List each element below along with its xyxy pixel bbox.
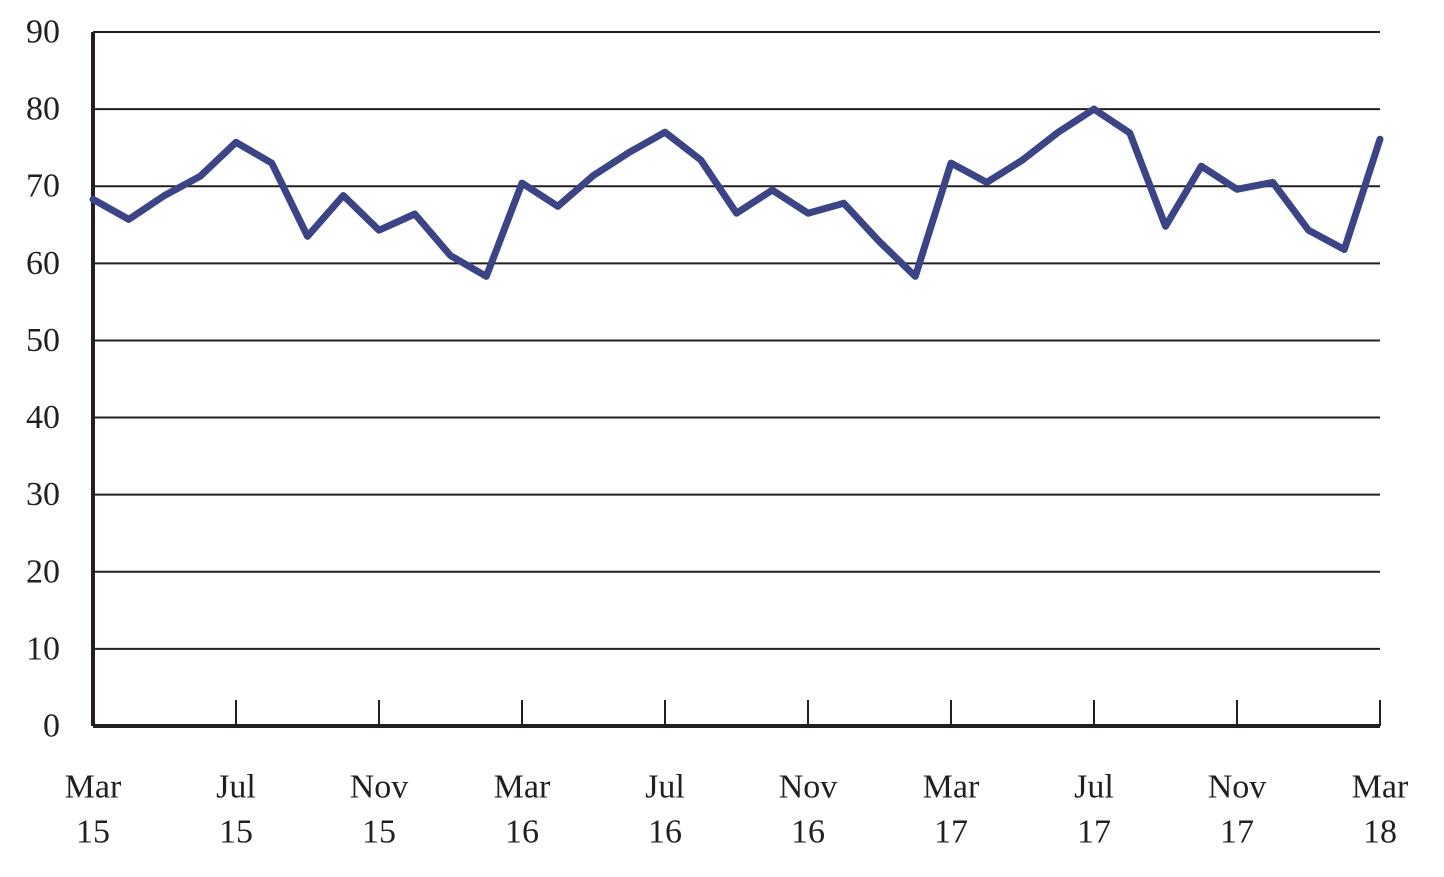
x-tick-label-year: 16 [648, 814, 682, 851]
x-tick-label-month: Mar [65, 769, 122, 806]
x-tick-label-year: 17 [1077, 814, 1111, 851]
x-tick-label-month: Mar [923, 769, 980, 806]
x-tick-label-month: Mar [1352, 769, 1409, 806]
y-tick-label: 60 [26, 245, 60, 282]
x-tick-label-year: 17 [1220, 814, 1254, 851]
x-tick-label-month: Nov [350, 769, 409, 806]
y-tick-label: 50 [26, 322, 60, 359]
x-tick-label-month: Jul [645, 769, 685, 806]
x-tick-label-year: 18 [1363, 814, 1397, 851]
x-tick-label-year: 15 [362, 814, 396, 851]
gridlines [93, 31, 1380, 650]
y-tick-label: 20 [26, 553, 60, 590]
y-axis-tick-labels: 0 10 20 30 40 50 60 70 80 90 [26, 14, 60, 745]
y-tick-label: 40 [26, 399, 60, 436]
x-tick-label-month: Mar [494, 769, 551, 806]
series [89, 105, 1384, 280]
x-tick-label-year: 15 [76, 814, 110, 851]
x-tick-label-year: 15 [219, 814, 253, 851]
x-tick-label-year: 17 [934, 814, 968, 851]
x-tick-label-month: Jul [216, 769, 256, 806]
x-tick-label-month: Nov [1208, 769, 1267, 806]
y-tick-label: 90 [26, 14, 60, 51]
y-tick-label: 80 [26, 91, 60, 128]
y-tick-label: 30 [26, 476, 60, 513]
axes [91, 32, 1380, 728]
series-line [89, 105, 1384, 280]
x-tick-label-year: 16 [505, 814, 539, 851]
y-tick-label: 70 [26, 168, 60, 205]
y-tick-label: 10 [26, 630, 60, 667]
y-tick-label: 0 [43, 708, 60, 745]
x-tick-label-year: 16 [791, 814, 825, 851]
x-tick-label-month: Jul [1074, 769, 1114, 806]
x-axis-ticks: Mar 15 Jul 15 Nov 15 Mar 16 Jul 16 Nov 16 Mar 17 Jul 17… [65, 700, 1409, 851]
x-tick-label-month: Nov [779, 769, 838, 806]
